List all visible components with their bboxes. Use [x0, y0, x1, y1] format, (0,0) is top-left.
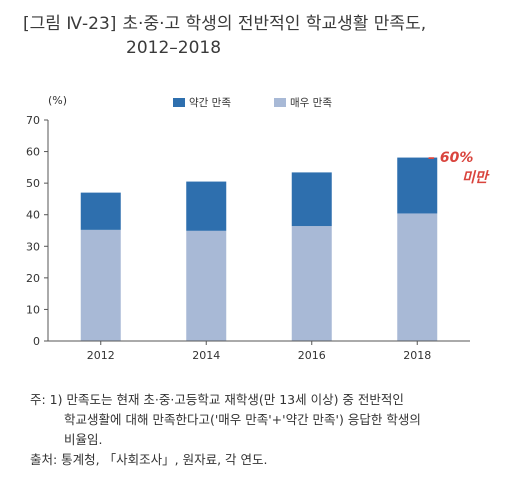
bar-2018-series-1 [397, 157, 438, 214]
x-axis: 2012 2014 2016 2018 [48, 340, 470, 362]
title-line-2: 2012–2018 [126, 38, 222, 58]
note-1-line-3: 비율임. [64, 432, 103, 447]
bar-2014-series-0 [186, 230, 227, 341]
x-tick-label: 2018 [403, 349, 431, 362]
y-tick-label: 60 [26, 146, 40, 159]
annotation-text-2: 미만 [462, 170, 490, 186]
bar-2018-series-0 [397, 213, 438, 341]
title-text: 초·중·고 학생의 전반적인 학교생활 만족도, [122, 14, 427, 34]
figure-code: [그림 Ⅳ-23] [23, 14, 117, 34]
y-tick-label: 20 [26, 272, 40, 285]
y-axis: 0 10 20 30 40 50 60 70 [26, 114, 49, 348]
footnotes: 주: 1) 만족도는 현재 초·중·고등학교 재학생(만 13세 이상) 중 전… [30, 390, 510, 470]
x-tick-label: 2014 [192, 349, 220, 362]
bar-2016-series-1 [291, 172, 332, 227]
bars [80, 157, 438, 341]
x-tick-label: 2012 [87, 349, 115, 362]
bar-2012-series-0 [80, 229, 121, 341]
title-line-1: [그림 Ⅳ-23] 초·중·고 학생의 전반적인 학교생활 만족도, [23, 12, 503, 36]
legend: 약간 만족 매우 만족 [173, 97, 332, 109]
y-tick-label: 10 [26, 303, 40, 316]
legend-label: 약간 만족 [189, 97, 231, 109]
bar-2012-series-1 [80, 192, 121, 230]
x-tick-label: 2016 [298, 349, 326, 362]
annotation: – 60% 미만 [428, 150, 490, 186]
y-tick-label: 40 [26, 209, 40, 222]
note-1-line-1: 주: 1) 만족도는 현재 초·중·고등학교 재학생(만 13세 이상) 중 전… [30, 392, 404, 407]
y-tick-label: 70 [26, 114, 40, 127]
y-tick-label: 50 [26, 177, 40, 190]
legend-swatch [274, 98, 286, 107]
bar-2016-series-0 [291, 226, 332, 341]
annotation-text-1: – 60% [428, 150, 473, 166]
y-tick-label: 30 [26, 240, 40, 253]
y-tick-label: 0 [33, 335, 40, 348]
note-1-line-2: 학교생활에 대해 만족한다고('매우 만족'+'약간 만족') 응답한 학생의 [64, 412, 421, 427]
figure-title: [그림 Ⅳ-23] 초·중·고 학생의 전반적인 학교생활 만족도, 2012–2… [23, 12, 503, 60]
legend-swatch [173, 98, 185, 107]
source-note: 출처: 통계청, 「사회조사」, 원자료, 각 연도. [30, 452, 268, 467]
legend-label: 매우 만족 [290, 97, 332, 109]
y-unit-label: (%) [48, 94, 67, 107]
bar-2014-series-1 [186, 181, 227, 231]
